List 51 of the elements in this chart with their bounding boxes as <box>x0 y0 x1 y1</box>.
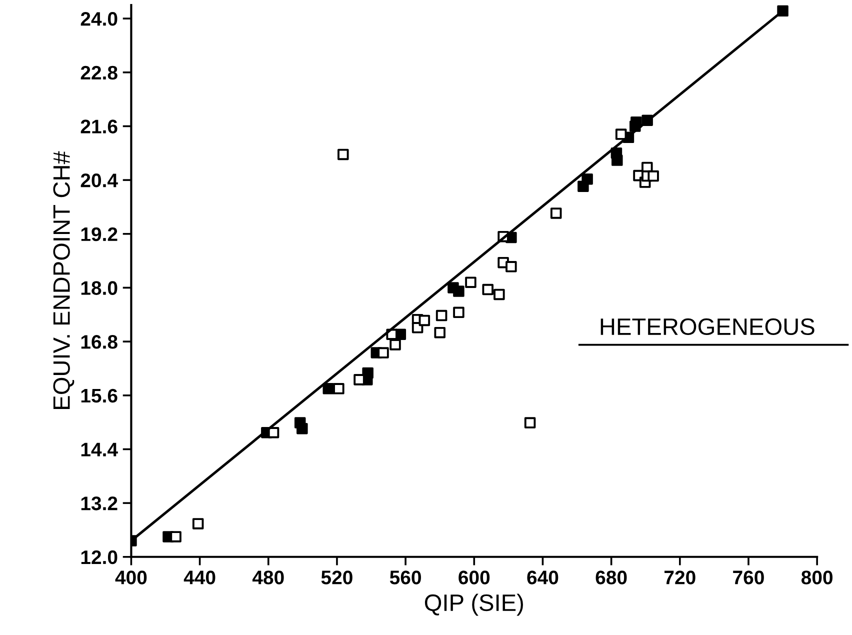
point <box>494 288 505 300</box>
y-tick-label: 19.2 <box>81 227 118 242</box>
point <box>390 339 401 350</box>
y-tick-label: 24.0 <box>80 12 118 26</box>
point <box>615 128 627 140</box>
y-tick-label: 21.6 <box>80 120 118 134</box>
point <box>482 284 494 296</box>
y-tick-label: 20.4 <box>80 174 118 188</box>
y-axis-title: EQUIV. ENDPOINT CH# <box>53 151 74 409</box>
point <box>453 306 464 318</box>
point <box>436 310 448 322</box>
y-tick-label: 15.6 <box>81 388 118 403</box>
point <box>362 367 374 379</box>
y-tick-label: 12.0 <box>81 550 118 564</box>
point <box>338 148 349 160</box>
point <box>506 261 517 272</box>
x-tick-label: 720 <box>664 570 696 584</box>
x-tick-label: 680 <box>596 570 627 584</box>
point <box>333 383 344 394</box>
point <box>296 422 308 434</box>
point <box>630 116 642 128</box>
point <box>453 286 464 297</box>
x-tick-label: 800 <box>801 570 832 584</box>
x-tick-label: 760 <box>733 570 764 584</box>
y-tick-label: 16.8 <box>81 335 118 349</box>
point <box>192 518 204 530</box>
y-tick-label: 22.8 <box>80 66 118 80</box>
point <box>550 208 562 219</box>
point <box>434 326 446 338</box>
point <box>582 174 593 185</box>
x-tick-label: 560 <box>390 570 421 584</box>
point <box>268 426 280 438</box>
y-tick-label: 18.0 <box>81 281 118 295</box>
x-tick-label: 640 <box>527 570 558 584</box>
point <box>378 347 389 358</box>
y-tick-label: 13.2 <box>81 496 118 510</box>
point <box>648 170 659 182</box>
x-tick-label: 440 <box>184 570 216 584</box>
x-tick-label: 480 <box>252 570 284 584</box>
x-tick-label: 400 <box>115 570 147 584</box>
point <box>170 531 182 542</box>
point <box>354 374 365 386</box>
point <box>524 417 536 428</box>
point <box>612 154 623 166</box>
point <box>418 314 430 326</box>
y-tick-label: 14.4 <box>81 442 118 456</box>
annotation: HETEROGENEOUS <box>600 318 814 336</box>
x-tick-label: 520 <box>321 570 352 584</box>
point <box>465 276 476 288</box>
x-tick-label: 600 <box>458 570 490 584</box>
x-axis-title: QIP (SIE) <box>424 594 523 616</box>
